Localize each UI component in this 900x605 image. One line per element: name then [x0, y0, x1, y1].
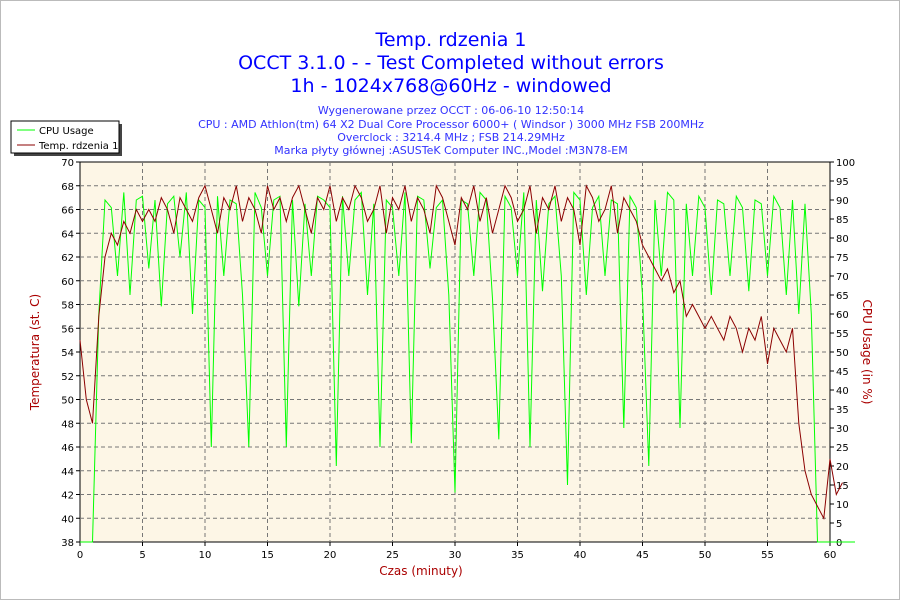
y2-tick-label: 60: [836, 310, 849, 321]
y-axis-label: Temperatura (st. C): [28, 294, 42, 411]
chart-title-line-2: OCCT 3.1.0 - - Test Completed without er…: [238, 52, 664, 74]
y-tick-label: 46: [61, 443, 74, 454]
x-tick-label: 45: [636, 550, 649, 561]
y2-tick-label: 0: [836, 538, 842, 549]
x-tick-label: 25: [386, 550, 399, 561]
y-tick-label: 58: [61, 301, 74, 312]
legend: CPU Usage Temp. rdzenia 1: [10, 120, 122, 156]
y2-tick-label: 50: [836, 348, 849, 359]
y-tick-label: 42: [61, 491, 74, 502]
x-tick-label: 20: [324, 550, 337, 561]
titles: Temp. rdzenia 1 OCCT 3.1.0 - - Test Comp…: [198, 29, 704, 157]
y-tick-label: 52: [61, 372, 74, 383]
y-tick-label: 44: [61, 467, 74, 478]
y-tick-label: 38: [61, 538, 74, 549]
y2-tick-label: 5: [836, 519, 842, 530]
y-tick-label: 62: [61, 253, 74, 264]
y2-tick-label: 55: [836, 329, 849, 340]
subtitle-cpu: CPU : AMD Athlon(tm) 64 X2 Dual Core Pro…: [198, 118, 704, 131]
y2-tick-label: 100: [836, 158, 855, 169]
y2-tick-label: 10: [836, 500, 849, 511]
x-tick-label: 5: [139, 550, 145, 561]
temperature-line: [79, 184, 843, 520]
chart-title-line-1: Temp. rdzenia 1: [374, 29, 526, 51]
x-tick-label: 35: [511, 550, 524, 561]
y-tick-label: 64: [61, 229, 74, 240]
y-tick-label: 48: [61, 419, 74, 430]
y-tick-label: 56: [61, 324, 74, 335]
legend-box: [10, 120, 120, 154]
y-tick-label: 60: [61, 277, 74, 288]
y2-tick-label: 25: [836, 443, 849, 454]
y2-tick-label: 20: [836, 462, 849, 473]
x-tick-label: 55: [761, 550, 774, 561]
x-tick-label: 0: [77, 550, 83, 561]
y-tick-label: 50: [61, 396, 74, 407]
y2-tick-label: 65: [836, 291, 849, 302]
y2-tick-label: 40: [836, 386, 849, 397]
y2-tick-label: 35: [836, 405, 849, 416]
subtitle-overclock: Overclock : 3214.4 MHz ; FSB 214.29MHz: [337, 131, 565, 144]
y2-tick-label: 70: [836, 272, 849, 283]
y2-tick-label: 45: [836, 367, 849, 378]
y-tick-label: 54: [61, 348, 74, 359]
x-tick-label: 40: [574, 550, 587, 561]
y2-axis-label: CPU Usage (in %): [860, 300, 874, 405]
y2-tick-label: 80: [836, 234, 849, 245]
x-tick-label: 10: [199, 550, 212, 561]
y2-tick-label: 85: [836, 215, 849, 226]
x-tick-label: 15: [261, 550, 274, 561]
legend-label-cpu: CPU Usage: [39, 126, 94, 137]
y2-tick-label: 75: [836, 253, 849, 264]
cpu-usage-line: [80, 191, 855, 543]
y-tick-label: 70: [61, 158, 74, 169]
ticks: 0 5 10 15 20 25 30 35 40 45 50 55 603840424446485052…: [61, 158, 855, 561]
y-tick-label: 68: [61, 182, 74, 193]
series: [79, 184, 855, 543]
chart-title-line-3: 1h - 1024x768@60Hz - windowed: [290, 75, 611, 97]
x-tick-label: 50: [699, 550, 712, 561]
y2-tick-label: 95: [836, 177, 849, 188]
x-axis-label: Czas (minuty): [379, 564, 463, 578]
subtitle-motherboard: Marka płyty głównej :ASUSTeK Computer IN…: [274, 144, 628, 157]
x-tick-label: 30: [449, 550, 462, 561]
y-tick-label: 40: [61, 514, 74, 525]
subtitle-generated: Wygenerowane przez OCCT : 06-06-10 12:50…: [318, 104, 584, 117]
y2-tick-label: 30: [836, 424, 849, 435]
y-tick-label: 66: [61, 206, 74, 217]
y2-tick-label: 15: [836, 481, 849, 492]
y2-tick-label: 90: [836, 196, 849, 207]
legend-label-temp: Temp. rdzenia 1: [38, 141, 118, 152]
x-tick-label: 60: [824, 550, 837, 561]
